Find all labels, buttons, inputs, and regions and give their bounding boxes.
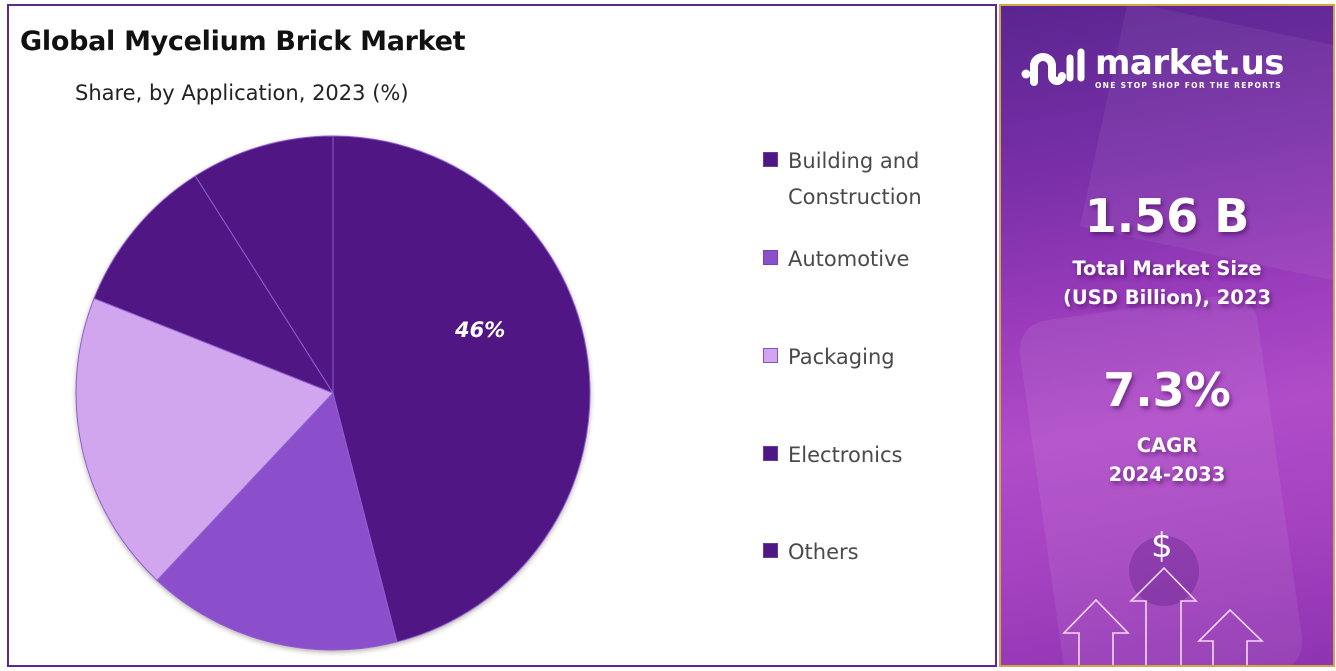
- legend-label: Electronics: [788, 443, 903, 467]
- chart-subtitle: Share, by Application, 2023 (%): [75, 81, 409, 105]
- legend-item-electronics[interactable]: Electronics: [763, 437, 978, 473]
- legend-item-others[interactable]: Others: [763, 534, 978, 570]
- slice-label-building: 46%: [455, 318, 506, 342]
- legend-swatch-icon: [763, 250, 778, 265]
- cagr-label-line2: 2024-2033: [1108, 463, 1226, 486]
- legend-label: Others: [788, 540, 859, 564]
- legend-item-packaging[interactable]: Packaging: [763, 339, 978, 375]
- summary-sidebar: market.us ONE STOP SHOP FOR THE REPORTS …: [999, 4, 1335, 667]
- legend-label: Packaging: [788, 345, 895, 369]
- legend-swatch-icon: [763, 543, 778, 558]
- slice-automotive[interactable]: [156, 391, 398, 651]
- legend-swatch-icon: [763, 152, 778, 167]
- legend-item-building-construction[interactable]: Building and Construction: [763, 143, 978, 215]
- cagr-label: CAGR 2024-2033: [1001, 431, 1333, 489]
- slice-others[interactable]: [194, 135, 334, 395]
- legend-swatch-icon: [763, 446, 778, 461]
- chart-panel: Global Mycelium Brick Market Share, by A…: [7, 4, 997, 667]
- legend-swatch-icon: [763, 348, 778, 363]
- slice-packaging[interactable]: [75, 297, 334, 582]
- slice-building-construction[interactable]: [332, 135, 591, 643]
- market-size-label-line2: (USD Billion), 2023: [1062, 286, 1272, 309]
- market-us-logo-icon: [1021, 48, 1085, 86]
- market-size-value: 1.56 B: [1084, 189, 1250, 243]
- dollar-icon: $: [1151, 526, 1173, 566]
- pie-chart: 46%: [9, 6, 995, 665]
- chart-title: Global Mycelium Brick Market: [20, 26, 466, 57]
- legend-label: Automotive: [788, 247, 910, 271]
- brand-name: market.us: [1095, 43, 1285, 83]
- market-size-label: Total Market Size (USD Billion), 2023: [1001, 254, 1333, 312]
- cagr-label-line1: CAGR: [1136, 434, 1198, 457]
- pie-svg: [75, 135, 591, 651]
- legend-label: Building and Construction: [788, 149, 922, 209]
- legend-item-automotive[interactable]: Automotive: [763, 241, 978, 277]
- brand-tagline: ONE STOP SHOP FOR THE REPORTS: [1095, 81, 1282, 90]
- cagr-value: 7.3%: [1103, 363, 1231, 417]
- background-circle: [1129, 536, 1199, 606]
- brand-logo[interactable]: market.us ONE STOP SHOP FOR THE REPORTS: [1021, 43, 1285, 90]
- pie-slices: [75, 135, 591, 651]
- slice-electronics[interactable]: [93, 175, 335, 395]
- growth-arrows-icon: [1062, 566, 1264, 665]
- market-size-label-line1: Total Market Size: [1072, 257, 1262, 280]
